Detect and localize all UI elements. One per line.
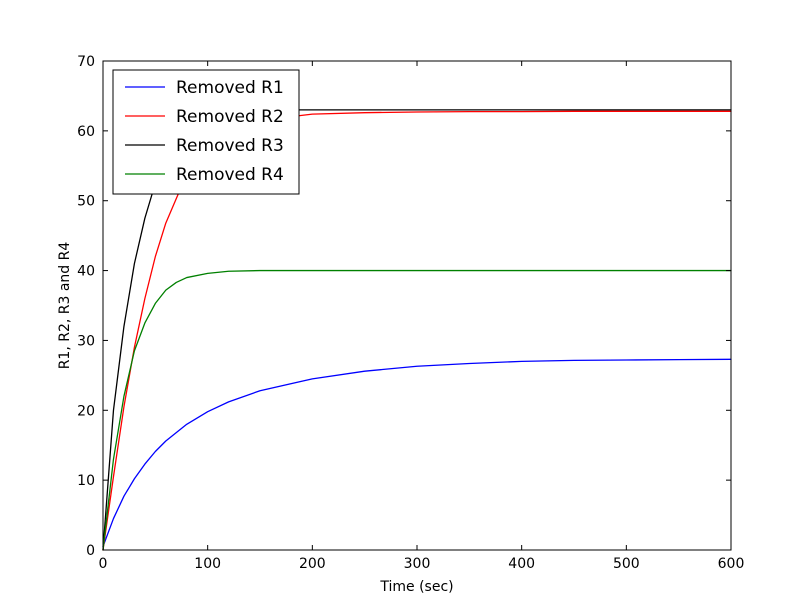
- y-tick-label: 50: [77, 194, 95, 210]
- x-tick-label: 200: [299, 556, 326, 572]
- series-line-1: [102, 358, 732, 548]
- legend-label-3: Removed R3: [176, 136, 284, 156]
- y-tick-label: 10: [77, 473, 95, 489]
- y-axis-label: R1, R2, R3 and R4: [57, 242, 73, 370]
- x-tick-label: 600: [718, 556, 745, 572]
- x-tick-label: 500: [613, 556, 640, 572]
- x-tick-label: 0: [99, 556, 108, 572]
- ticks-layer: 0 100 200 300 400 500 600 0 10 20 30 40 50 60 70: [77, 54, 744, 572]
- legend-label-1: Removed R1: [176, 78, 284, 98]
- legend-label-2: Removed R2: [176, 107, 284, 127]
- legend-box: [112, 69, 300, 195]
- y-tick-label: 60: [77, 124, 95, 140]
- series-line-4: [102, 269, 732, 551]
- x-tick-label: 300: [404, 556, 431, 572]
- x-tick-label: 100: [194, 556, 221, 572]
- y-tick-label: 40: [77, 264, 95, 280]
- x-tick-label: 400: [508, 556, 535, 572]
- y-tick-label: 30: [77, 333, 95, 349]
- legend-label-4: Removed R4: [176, 165, 284, 185]
- x-axis-label: Time (sec): [379, 579, 453, 595]
- legend: Removed R1 Removed R2 Removed R3 Removed R4: [112, 69, 300, 195]
- y-tick-label: 70: [77, 54, 95, 70]
- y-tick-label: 20: [77, 403, 95, 419]
- y-tick-label: 0: [86, 543, 95, 559]
